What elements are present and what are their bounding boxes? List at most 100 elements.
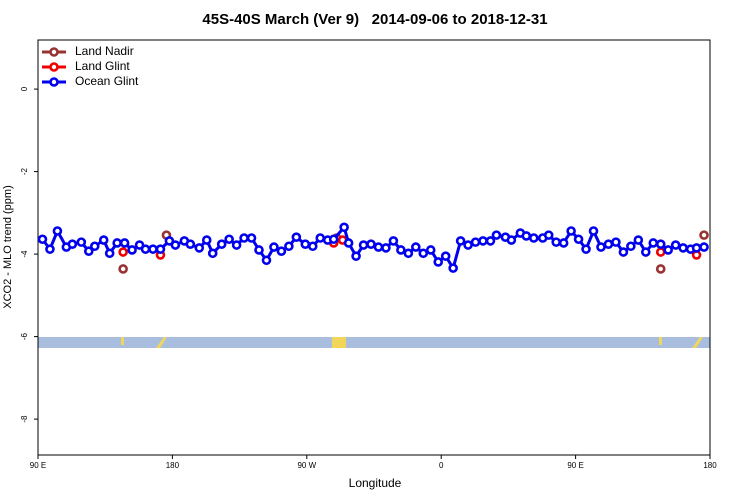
data-point bbox=[478, 236, 488, 246]
data-point bbox=[127, 245, 137, 255]
data-point bbox=[618, 247, 629, 257]
data-point bbox=[691, 243, 702, 253]
data-point bbox=[358, 240, 369, 250]
data-point bbox=[261, 255, 272, 266]
data-point bbox=[89, 241, 100, 252]
x-tick-label: 0 bbox=[439, 461, 444, 470]
y-tick-label: -8 bbox=[20, 415, 29, 423]
data-point bbox=[388, 236, 399, 246]
data-point bbox=[433, 257, 444, 267]
data-point bbox=[307, 241, 318, 252]
data-point bbox=[343, 238, 354, 248]
data-point bbox=[52, 226, 63, 236]
data-point bbox=[648, 238, 659, 248]
data-point bbox=[148, 244, 158, 254]
data-point bbox=[76, 237, 87, 247]
land-patch bbox=[692, 337, 703, 348]
data-point bbox=[699, 242, 709, 252]
y-tick-label: -4 bbox=[20, 250, 29, 258]
y-axis-label: XCO2 - MLO trend (ppm) bbox=[2, 185, 14, 308]
legend-label: Land Glint bbox=[75, 59, 130, 73]
data-point bbox=[655, 264, 666, 274]
land-patch bbox=[121, 337, 124, 345]
data-point bbox=[140, 244, 151, 254]
legend-label: Land Nadir bbox=[75, 44, 134, 58]
y-tick-label: 0 bbox=[20, 86, 29, 91]
data-point bbox=[207, 248, 218, 259]
data-point bbox=[485, 236, 496, 246]
data-point bbox=[185, 239, 196, 249]
data-point bbox=[396, 245, 406, 255]
data-point bbox=[276, 246, 287, 257]
data-point bbox=[699, 230, 709, 240]
data-point bbox=[528, 233, 539, 243]
data-point bbox=[573, 234, 584, 245]
data-point bbox=[373, 242, 384, 252]
data-point bbox=[315, 233, 326, 243]
data-point bbox=[655, 247, 666, 257]
data-point bbox=[551, 237, 561, 247]
y-tick-label: -6 bbox=[20, 333, 29, 341]
data-point bbox=[112, 238, 122, 248]
data-point bbox=[224, 234, 234, 245]
data-point bbox=[291, 232, 302, 242]
data-point bbox=[170, 240, 181, 250]
chart-title: 45S-40S March (Ver 9) 2014-09-06 to 2018… bbox=[202, 11, 547, 28]
y-tick-label: -2 bbox=[20, 167, 29, 175]
land-patch bbox=[659, 337, 662, 345]
data-point bbox=[339, 222, 349, 233]
data-point bbox=[216, 239, 227, 249]
data-point bbox=[254, 245, 264, 255]
data-point bbox=[284, 241, 294, 252]
data-point bbox=[134, 240, 145, 250]
x-axis-label: Longitude bbox=[349, 476, 402, 490]
data-point bbox=[655, 239, 666, 249]
data-point bbox=[596, 242, 606, 252]
x-tick-label: 180 bbox=[703, 461, 717, 470]
data-point bbox=[381, 243, 391, 253]
data-point bbox=[411, 242, 421, 252]
legend-label: Ocean Glint bbox=[75, 74, 139, 88]
data-point bbox=[670, 240, 681, 250]
data-point bbox=[300, 239, 311, 249]
data-point bbox=[425, 245, 436, 255]
plot-frame bbox=[37, 39, 711, 456]
data-point bbox=[581, 244, 591, 254]
data-point bbox=[463, 240, 473, 250]
data-point bbox=[98, 235, 109, 245]
legend-marker bbox=[49, 47, 59, 57]
data-point bbox=[663, 245, 673, 255]
data-point bbox=[155, 244, 166, 254]
x-tick-label: 90 E bbox=[567, 461, 583, 470]
data-point bbox=[246, 233, 257, 243]
data-point bbox=[521, 231, 532, 241]
data-point bbox=[164, 236, 175, 246]
data-point bbox=[418, 248, 429, 259]
data-point bbox=[640, 247, 651, 257]
data-point bbox=[566, 226, 576, 236]
data-point bbox=[366, 239, 376, 249]
data-point bbox=[678, 243, 688, 253]
data-point bbox=[506, 235, 517, 245]
data-point bbox=[45, 244, 55, 254]
data-point bbox=[239, 233, 249, 243]
data-point bbox=[231, 240, 242, 250]
data-point bbox=[626, 241, 636, 252]
data-point bbox=[194, 243, 205, 253]
data-point bbox=[37, 234, 48, 245]
data-point bbox=[588, 226, 599, 236]
data-point bbox=[351, 251, 361, 261]
data-point bbox=[448, 263, 458, 273]
data-point bbox=[118, 247, 128, 257]
land-patch bbox=[156, 337, 167, 348]
data-point bbox=[83, 246, 94, 257]
data-point bbox=[104, 248, 115, 259]
data-point bbox=[328, 234, 339, 245]
legend-marker bbox=[49, 62, 59, 72]
data-point bbox=[633, 235, 644, 245]
data-point bbox=[543, 230, 554, 240]
data-point bbox=[403, 248, 414, 259]
x-tick-label: 180 bbox=[166, 461, 180, 470]
land-patch bbox=[332, 337, 346, 348]
